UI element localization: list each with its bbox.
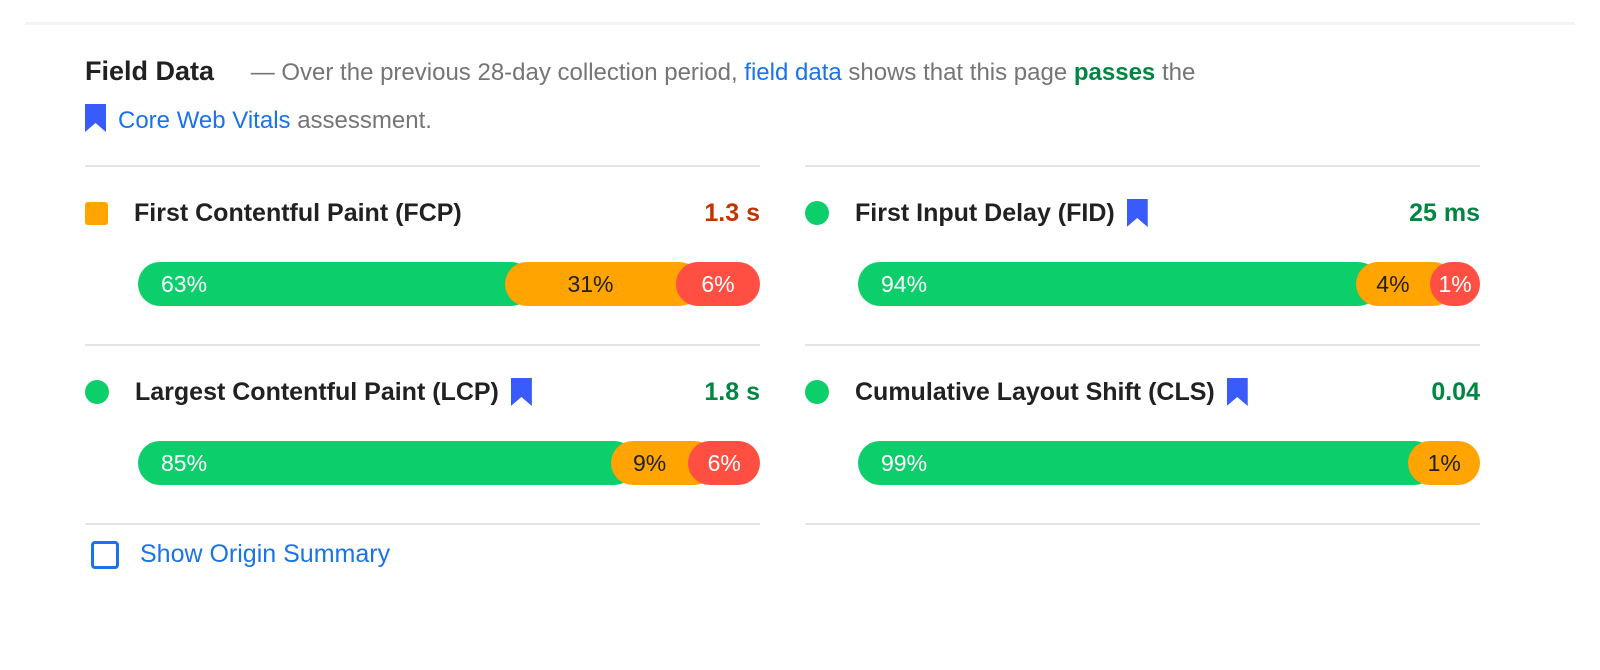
bar-segment-poor [676,262,760,306]
bar-segment-good [138,441,636,485]
core-web-vitals-link[interactable]: Core Web Vitals [118,107,291,134]
bar-segment-label-average: 31% [567,271,614,297]
metric-value: 25 ms [1409,198,1480,227]
distribution-bar: 63% 31% 6% [138,262,760,306]
bar-segment-label-average: 4% [1376,271,1410,297]
bar-segment-poor [688,441,760,485]
metric-card-fcp: First Contentful Paint (FCP) 1.3 s 63% 31… [85,165,760,344]
bar-segment-label-good: 85% [161,450,208,476]
header-dash: — [250,59,275,86]
metric-card-lcp: Largest Contentful Paint (LCP) 1.8 s 85%… [85,344,760,523]
show-origin-label[interactable]: Show Origin Summary [140,540,391,568]
bar-segment-average [504,262,701,306]
bar-segment-label-average: 9% [632,450,667,476]
bookmark-icon [85,104,106,132]
metric-card-cls: Cumulative Layout Shift (CLS) 0.04 99% 1% [805,344,1480,523]
good-circle-icon [805,201,829,225]
bar-segment-label-good: 94% [881,271,928,297]
good-circle-icon [85,380,109,404]
bar-segment-label-poor: 6% [701,271,735,297]
bar-segment-good [858,262,1381,306]
header-desc-1: Over the previous 28-day collection peri… [281,59,738,86]
metric-header: First Contentful Paint (FCP) 1.3 s [85,196,760,230]
header-desc-4: assessment. [297,107,432,134]
header-desc-3: the [1161,59,1196,86]
show-origin-checkbox[interactable] [91,540,119,569]
footer-cell-right [805,523,1480,648]
field-data-header: Field Data — Over the previous 28-day co… [85,47,1480,145]
metric-header: Largest Contentful Paint (LCP) 1.8 s [85,375,760,409]
metric-title: First Input Delay (FID) [855,198,1115,227]
distribution-bar: 85% 9% 6% [138,441,760,485]
bookmark-icon [1126,199,1148,227]
page-title: Field Data [85,56,215,86]
bookmark-icon [1226,378,1248,406]
field-data-link[interactable]: field data [744,59,842,86]
bar-segment-label-poor: 6% [707,450,741,476]
bar-segment-average [1408,441,1480,485]
metric-value: 0.04 [1431,377,1480,406]
passes-text: passes [1073,59,1156,86]
metric-value: 1.3 s [704,198,760,227]
top-divider [25,22,1575,25]
average-square-icon [85,201,108,225]
metrics-grid: First Contentful Paint (FCP) 1.3 s 63% 31… [85,165,1480,648]
bar-segment-label-good: 63% [161,271,208,297]
show-origin-row: Show Origin Summary [85,525,760,569]
bar-segment-good [138,262,533,306]
metric-header: First Input Delay (FID) 25 ms [805,196,1480,230]
header-desc-2: shows that this page [848,59,1068,86]
distribution-bar: 99% 1% [858,441,1480,485]
distribution-bar: 94% 4% 1% [858,262,1480,306]
bar-segment-good [858,441,1437,485]
bar-segment-label-poor: 1% [1438,271,1472,297]
metric-value: 1.8 s [704,377,760,406]
good-circle-icon [805,380,829,404]
metric-card-fid: First Input Delay (FID) 25 ms 94% 4% 1% [805,165,1480,344]
metric-title: Cumulative Layout Shift (CLS) [855,377,1215,406]
bookmark-icon [510,378,532,406]
metric-title: First Contentful Paint (FCP) [134,198,462,227]
footer-cell-left: Show Origin Summary [85,523,760,648]
bar-segment-label-good: 99% [881,450,928,476]
bar-segment-label-average: 1% [1427,450,1461,476]
metric-header: Cumulative Layout Shift (CLS) 0.04 [805,375,1480,409]
bar-segment-poor [1430,262,1480,306]
metric-title: Largest Contentful Paint (LCP) [135,377,499,406]
